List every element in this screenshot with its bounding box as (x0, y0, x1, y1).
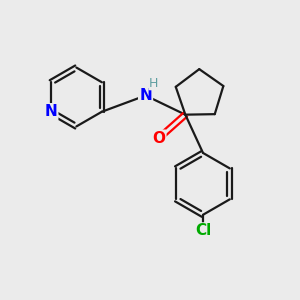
Text: N: N (44, 104, 57, 119)
Text: H: H (149, 77, 158, 90)
Text: N: N (139, 88, 152, 103)
Text: Cl: Cl (195, 224, 211, 238)
Text: O: O (152, 131, 165, 146)
